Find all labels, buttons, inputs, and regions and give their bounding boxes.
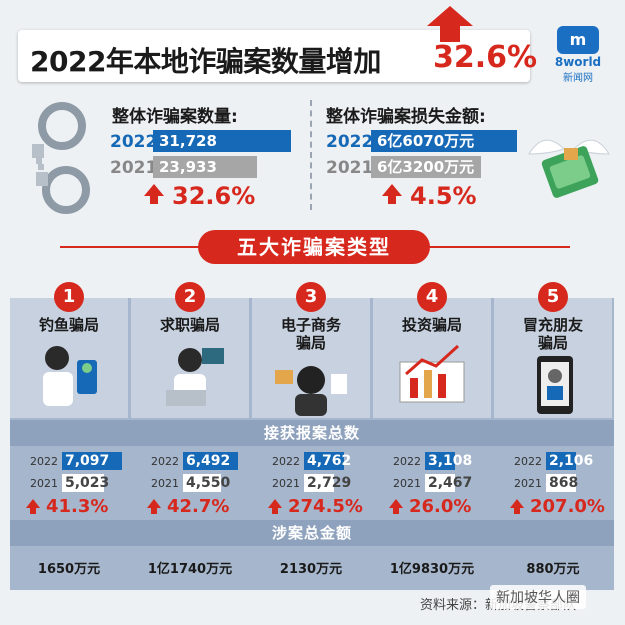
total-cases-label: 整体诈骗案数量: xyxy=(112,107,238,127)
total-cases-up-arrow-icon xyxy=(144,184,164,204)
year-2021-label: 2021 xyxy=(151,477,179,490)
category-name-line1: 电子商务 xyxy=(280,316,341,334)
total-cases-bar-2021: 23,933 xyxy=(153,156,257,178)
category-growth: 207.0% xyxy=(530,496,605,517)
logo-line2: 新闻网 xyxy=(563,73,593,84)
category-rank-badge: 1 xyxy=(54,282,84,312)
cases-bar-2022: 6,492 xyxy=(183,452,238,470)
total-cases-bar-2022: 31,728 xyxy=(153,130,291,152)
total-losses-growth: 4.5% xyxy=(410,182,477,210)
category-name: 投资骗局 xyxy=(401,316,462,334)
category-name-line2: 骗局 xyxy=(295,334,326,352)
category-growth: 41.3% xyxy=(46,496,109,517)
cases-bar-2021: 2,729 xyxy=(304,474,351,492)
flying-money-icon xyxy=(524,124,614,208)
year-2021-label: 2021 xyxy=(30,477,58,490)
category-growth: 26.0% xyxy=(409,496,472,517)
category-amount: 880万元 xyxy=(526,562,580,577)
total-losses-bar-2021: 6亿3200万元 xyxy=(371,156,481,178)
category-name: 钓鱼骗局 xyxy=(38,316,99,334)
year-2022-label: 2022 xyxy=(30,455,58,468)
category-name: 冒充朋友 骗局 xyxy=(494,316,612,352)
category-name-line2: 骗局 xyxy=(537,334,568,352)
cases-bar-2022: 2,106 xyxy=(546,452,593,470)
category-rank-badge: 2 xyxy=(175,282,205,312)
category-illustration-icon xyxy=(150,340,230,414)
section-amount-header: 涉案总金额 xyxy=(10,520,614,546)
growth-up-arrow-icon xyxy=(510,499,524,514)
category-growth: 274.5% xyxy=(288,496,363,517)
logo-line1: 8world xyxy=(554,55,602,69)
title-up-arrow-icon xyxy=(425,6,475,46)
category-illustration-icon xyxy=(271,350,351,424)
total-losses-year-2022: 2022 xyxy=(326,132,374,152)
page-title: 2022年本地诈骗案数量增加 xyxy=(30,45,381,78)
cases-bar-2022: 3,108 xyxy=(425,452,472,470)
category-illustration-icon xyxy=(29,340,109,414)
logo: m 8world 新闻网 xyxy=(548,26,608,84)
section-cases-header: 接获报案总数 xyxy=(10,420,614,446)
watermark: 新加坡华人圈 xyxy=(490,585,586,609)
total-cases-growth: 32.6% xyxy=(172,182,256,210)
cases-bar-2021: 4,550 xyxy=(183,474,230,492)
total-cases-year-2021: 2021 xyxy=(110,158,158,178)
logo-icon: m xyxy=(557,26,599,54)
year-2022-label: 2022 xyxy=(393,455,421,468)
category-name-line1: 冒充朋友 xyxy=(522,316,583,334)
category-name: 电子商务 骗局 xyxy=(252,316,370,352)
year-2021-label: 2021 xyxy=(272,477,300,490)
total-losses-year-2021: 2021 xyxy=(326,158,374,178)
category-rank-badge: 3 xyxy=(296,282,326,312)
category-name: 求职骗局 xyxy=(159,316,220,334)
cases-bar-2021: 868 xyxy=(546,474,578,492)
category-illustration-icon xyxy=(392,340,472,414)
cases-bar-2021: 2,467 xyxy=(425,474,472,492)
total-losses-up-arrow-icon xyxy=(382,184,402,204)
total-cases-year-2022: 2022 xyxy=(110,132,158,152)
total-losses-label: 整体诈骗案损失金额: xyxy=(326,107,486,127)
cases-bar-2022: 7,097 xyxy=(62,452,122,470)
title-percentage: 32.6% xyxy=(433,40,538,75)
growth-up-arrow-icon xyxy=(389,499,403,514)
category-amount: 2130万元 xyxy=(279,562,343,577)
category-rank-badge: 5 xyxy=(538,282,568,312)
cases-bar-2021: 5,023 xyxy=(62,474,109,492)
year-2022-label: 2022 xyxy=(272,455,300,468)
divider xyxy=(310,100,312,210)
category-growth: 42.7% xyxy=(167,496,230,517)
category-rank-badge: 4 xyxy=(417,282,447,312)
category-amount: 1亿9830万元 xyxy=(389,562,475,577)
category-illustration-icon xyxy=(513,350,593,424)
category-amount: 1亿1740万元 xyxy=(147,562,233,577)
growth-up-arrow-icon xyxy=(26,499,40,514)
types-banner: 五大诈骗案类型 xyxy=(198,230,430,264)
year-2021-label: 2021 xyxy=(514,477,542,490)
year-2022-label: 2022 xyxy=(514,455,542,468)
handcuffs-icon xyxy=(22,98,104,222)
year-2022-label: 2022 xyxy=(151,455,179,468)
year-2021-label: 2021 xyxy=(393,477,421,490)
growth-up-arrow-icon xyxy=(147,499,161,514)
category-amount: 1650万元 xyxy=(37,562,101,577)
total-losses-bar-2022: 6亿6070万元 xyxy=(371,130,517,152)
cases-bar-2022: 4,762 xyxy=(304,452,351,470)
growth-up-arrow-icon xyxy=(268,499,282,514)
